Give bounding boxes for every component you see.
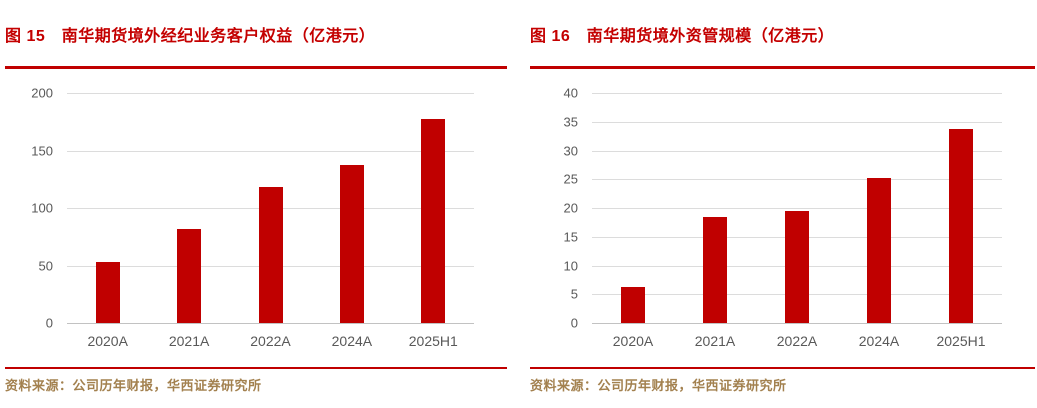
bar-2025H1 (949, 128, 973, 323)
gridline (67, 150, 474, 152)
y-axis-tick-label: 35 (563, 114, 578, 130)
x-axis-baseline (592, 323, 1002, 324)
x-axis-baseline (67, 323, 474, 324)
x-axis-label: 2020A (87, 333, 128, 349)
gridline (592, 208, 1002, 209)
bar-2022A (785, 210, 809, 323)
x-axis-label: 2021A (694, 333, 736, 349)
y-axis-tick-label: 0 (570, 315, 578, 331)
x-axis-label: 2020A (612, 333, 654, 349)
x-axis-label: 2025H1 (408, 333, 458, 349)
bar-2020A (621, 286, 645, 323)
source-note: 资料来源：公司历年财报，华西证券研究所 (5, 378, 262, 393)
bar-2024A (339, 165, 364, 323)
y-axis-tick-label: 5 (570, 286, 578, 302)
bar-2021A (703, 217, 727, 323)
figure-16-panel: 图 16 南华期货境外资管规模（亿港元） 0 5 10 15 20 25 30 35 40 202… (530, 27, 1035, 394)
figure-15-bar-chart: 0 50 100 150 200 2020A 2021A 2022A 2024A 2025H1 (5, 69, 507, 367)
x-axis-label: 2022A (250, 333, 291, 349)
y-axis-tick-label: 25 (563, 171, 578, 187)
gridline (592, 93, 1002, 94)
bar-2025H1 (421, 119, 446, 323)
y-axis-tick-label: 20 (563, 200, 578, 216)
title-underline (530, 66, 1035, 69)
y-axis-tick-label: 30 (563, 143, 578, 158)
y-axis-tick-label: 50 (38, 258, 53, 273)
bar-2024A (867, 178, 891, 323)
y-axis-tick-label: 150 (31, 143, 53, 158)
title-underline (5, 66, 507, 69)
gridline (592, 150, 1002, 152)
y-axis-tick-label: 15 (563, 229, 578, 245)
gridline (592, 179, 1002, 181)
footer-rule (5, 367, 507, 369)
plot-area: 0 5 10 15 20 25 30 35 40 2020A 2021A 2022A 2024A 2025… (564, 87, 1002, 349)
figure-15-title: 图 15 南华期货境外经纪业务客户权益（亿港元） (5, 28, 376, 45)
bar-2020A (95, 262, 120, 323)
bar-2022A (258, 187, 283, 323)
y-axis-tick-label: 40 (563, 85, 578, 101)
x-axis-label: 2024A (331, 333, 373, 349)
x-axis-label: 2022A (776, 333, 818, 349)
y-axis-tick-label: 10 (563, 258, 578, 273)
figure-15-panel: 图 15 南华期货境外经纪业务客户权益（亿港元） 0 50 100 150 200 202… (5, 27, 507, 394)
x-axis-label: 2025H1 (936, 333, 986, 349)
source-note: 资料来源：公司历年财报，华西证券研究所 (530, 378, 787, 393)
gridline (592, 121, 1002, 123)
gridline (67, 93, 474, 94)
x-axis-label: 2024A (858, 333, 900, 349)
figure-16-title: 图 16 南华期货境外资管规模（亿港元） (530, 28, 835, 45)
y-axis-tick-label: 200 (31, 85, 53, 101)
y-axis-tick-label: 100 (31, 200, 53, 216)
figure-16-bar-chart: 0 5 10 15 20 25 30 35 40 2020A 2021A 2022A 2024A 2025… (530, 69, 1035, 367)
figures-row: 图 15 南华期货境外经纪业务客户权益（亿港元） 0 50 100 150 200 202… (5, 27, 1035, 394)
x-axis-label: 2021A (168, 333, 210, 349)
y-axis-tick-label: 0 (45, 315, 53, 331)
footer-rule (530, 367, 1035, 369)
bar-2021A (177, 228, 202, 323)
plot-area: 0 50 100 150 200 2020A 2021A 2022A 2024A 2025H1 (31, 87, 474, 349)
